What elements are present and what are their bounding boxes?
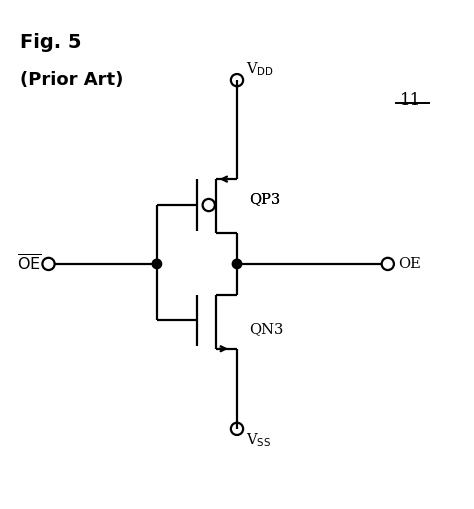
Text: QP3: QP3 (249, 192, 280, 206)
Text: (Prior Art): (Prior Art) (20, 71, 124, 89)
Text: QP3: QP3 (249, 192, 280, 206)
Text: Fig. 5: Fig. 5 (20, 33, 82, 52)
Text: $\overline{\mathrm{OE}}$: $\overline{\mathrm{OE}}$ (17, 254, 41, 274)
Text: 11: 11 (400, 92, 421, 109)
Text: V$_{\mathrm{SS}}$: V$_{\mathrm{SS}}$ (246, 431, 272, 449)
Text: QN3: QN3 (249, 322, 283, 336)
Circle shape (152, 259, 162, 269)
Circle shape (232, 259, 242, 269)
Text: V$_{\mathrm{DD}}$: V$_{\mathrm{DD}}$ (246, 60, 274, 78)
Text: OE: OE (398, 257, 421, 271)
